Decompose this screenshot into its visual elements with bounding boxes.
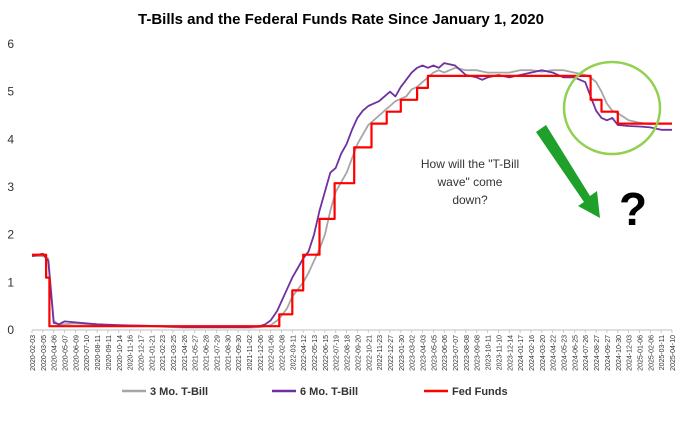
x-tick-label: 2024-06-25	[572, 335, 579, 371]
annotations: How will the "T-Bill wave" come down??	[421, 60, 662, 235]
highlight-circle	[562, 60, 662, 156]
annotation-text: wave" come	[437, 175, 503, 189]
y-tick-label: 3	[7, 180, 14, 194]
x-tick-label: 2023-04-03	[421, 335, 428, 371]
annotation-text: down?	[452, 193, 488, 207]
y-tick-label: 4	[7, 132, 14, 146]
x-tick-label: 2021-06-28	[204, 335, 211, 371]
annotation-text: How will the "T-Bill	[421, 157, 519, 171]
x-tick-label: 2024-09-27	[605, 335, 612, 371]
x-tick-label: 2022-05-13	[312, 335, 319, 371]
x-tick-label: 2023-03-02	[410, 335, 417, 371]
x-tick-label: 2022-02-08	[279, 335, 286, 371]
x-tick-label: 2024-08-27	[594, 335, 601, 371]
x-tick-label: 2020-06-09	[73, 335, 80, 371]
x-tick-label: 2023-10-11	[486, 335, 493, 370]
chart-title: T-Bills and the Federal Funds Rate Since…	[138, 11, 544, 28]
x-tick-label: 2024-01-17	[518, 335, 525, 371]
x-tick-label: 2025-02-06	[648, 335, 655, 371]
y-axis: 0 1 2 3 4 5 6	[7, 37, 14, 337]
x-tick-label: 2025-03-11	[659, 335, 666, 370]
x-tick-label: 2021-04-26	[182, 335, 189, 371]
x-tick-label: 2022-04-12	[301, 335, 308, 371]
series-layer	[31, 62, 672, 329]
x-tick-label: 2022-07-19	[334, 335, 341, 371]
x-tick-label: 2023-06-06	[442, 335, 449, 371]
x-tick-label: 2020-08-11	[95, 335, 102, 370]
x-tick-label: 2022-03-11	[290, 335, 297, 370]
x-tick-label: 2020-07-10	[84, 335, 91, 371]
down-arrow-icon	[536, 125, 600, 218]
x-tick-label: 2023-12-14	[507, 335, 514, 371]
x-tick-label: 2021-03-25	[171, 335, 178, 371]
x-tick-label: 2022-10-21	[366, 335, 373, 371]
series-line-6-mo-t-bill	[31, 62, 672, 329]
x-tick-label: 2021-07-29	[214, 335, 221, 371]
x-tick-label: 2021-09-30	[236, 335, 243, 371]
x-tick-label: 2020-10-14	[117, 335, 124, 371]
x-tick-label: 2023-05-05	[431, 335, 438, 371]
x-tick-label: 2023-08-08	[464, 335, 471, 371]
y-tick-label: 6	[7, 37, 14, 51]
x-tick-label: 2020-02-03	[30, 335, 37, 371]
x-tick-label: 2024-10-30	[616, 335, 623, 371]
series-line-fed-funds	[32, 74, 672, 328]
x-tick-label: 2023-09-08	[475, 335, 482, 371]
x-tick-label: 2020-05-07	[63, 335, 70, 371]
x-tick-label: 2024-12-03	[627, 335, 634, 371]
x-tick-label: 2023-11-10	[496, 335, 503, 370]
x-tick-label: 2024-04-22	[551, 335, 558, 371]
x-axis: 2020-02-03 2020-03-05 2020-04-06 2020-05-07…	[30, 329, 677, 371]
legend-label: Fed Funds	[452, 386, 508, 398]
x-tick-label: 2022-12-27	[388, 335, 395, 371]
x-tick-label: 2025-04-10	[670, 335, 677, 371]
x-tick-label: 2024-02-16	[529, 335, 536, 371]
x-tick-label: 2022-06-15	[323, 335, 330, 371]
x-tick-label: 2020-04-06	[52, 335, 59, 371]
question-mark: ?	[619, 183, 647, 235]
x-tick-label: 2024-05-23	[562, 335, 569, 371]
x-tick-label: 2021-02-23	[160, 335, 167, 371]
x-tick-label: 2021-01-21	[149, 335, 156, 371]
y-tick-label: 0	[7, 323, 14, 337]
x-tick-label: 2020-09-11	[106, 335, 113, 370]
x-tick-label: 2021-08-30	[225, 335, 232, 371]
x-tick-label: 2021-11-02	[247, 335, 254, 370]
series-line-3-mo-t-bill	[32, 66, 672, 329]
x-tick-label: 2022-09-20	[355, 335, 362, 371]
x-tick-label: 2023-01-30	[399, 335, 406, 371]
x-tick-label: 2024-03-20	[540, 335, 547, 371]
x-tick-label: 2022-08-18	[345, 335, 352, 371]
x-tick-label: 2020-12-17	[138, 335, 145, 371]
x-tick-label: 2022-01-06	[269, 335, 276, 371]
x-tick-label: 2021-05-27	[193, 335, 200, 371]
legend-label: 3 Mo. T-Bill	[150, 386, 208, 398]
y-tick-label: 1	[7, 275, 14, 289]
y-tick-label: 2	[7, 228, 14, 242]
x-tick-label: 2020-03-05	[41, 335, 48, 371]
x-tick-label: 2023-07-07	[453, 335, 460, 371]
legend-label: 6 Mo. T-Bill	[300, 386, 358, 398]
x-tick-label: 2025-01-06	[637, 335, 644, 371]
legend: 3 Mo. T-Bill 6 Mo. T-Bill Fed Funds	[122, 386, 508, 398]
x-tick-label: 2022-11-23	[377, 335, 384, 370]
x-tick-label: 2024-07-26	[583, 335, 590, 371]
x-tick-label: 2020-11-16	[128, 335, 135, 370]
y-tick-label: 5	[7, 85, 14, 99]
x-tick-label: 2021-12-06	[258, 335, 265, 371]
